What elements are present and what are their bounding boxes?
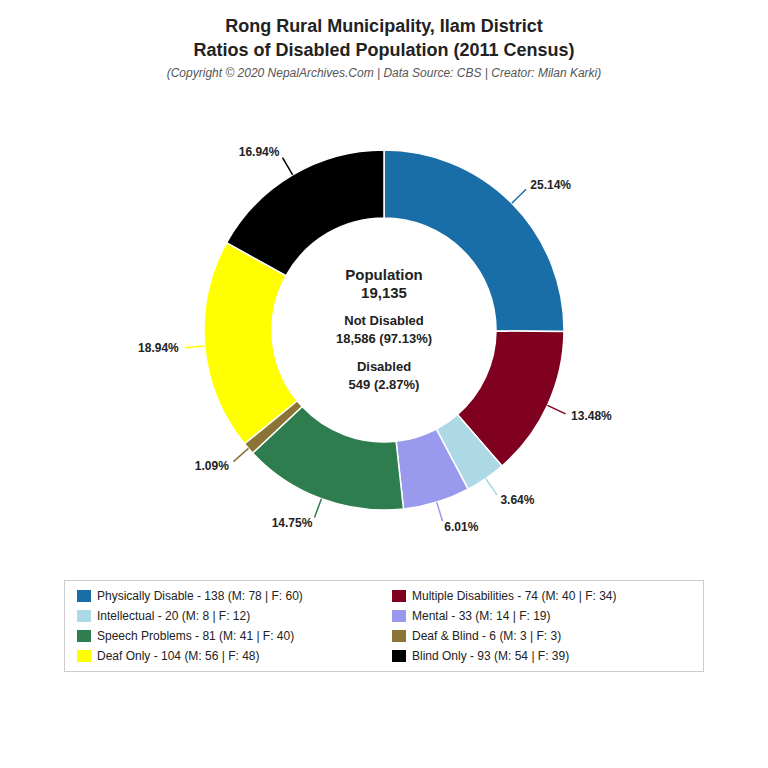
svg-text:13.48%: 13.48% bbox=[571, 409, 612, 423]
html-text:18,586 (97.13%): 18,586 (97.13%) bbox=[335, 331, 433, 346]
svg-text:16.94%: 16.94% bbox=[239, 145, 280, 159]
svg-text:18.94%: 18.94% bbox=[138, 341, 179, 355]
svg-text:25.14%: 25.14% bbox=[530, 178, 571, 192]
html-text:Mental - 33 (M: 14 | F: 19): Mental - 33 (M: 14 | F: 19) bbox=[412, 609, 551, 623]
svg-text:3.64%: 3.64% bbox=[500, 493, 534, 507]
html-text:19,135: 19,135 bbox=[361, 284, 407, 301]
html-text:Intellectual - 20 (M: 8 | F: 1: Intellectual - 20 (M: 8 | F: 12) bbox=[97, 609, 251, 623]
svg-text:6.01%: 6.01% bbox=[444, 520, 478, 534]
html-text:Multiple Disabilities - 74 (M:: Multiple Disabilities - 74 (M: 40 | F: 3… bbox=[412, 589, 617, 603]
svg-text:1.09%: 1.09% bbox=[195, 459, 229, 473]
html-text:Deaf & Blind - 6 (M: 3 | F: 3): Deaf & Blind - 6 (M: 3 | F: 3) bbox=[412, 629, 562, 643]
html-text:Physically Disable - 138 (M: 7: Physically Disable - 138 (M: 78 | F: 60) bbox=[97, 589, 303, 603]
html-text:549 (2.87%): 549 (2.87%) bbox=[348, 377, 420, 392]
html-text:Not Disabled: Not Disabled bbox=[344, 313, 424, 328]
html-text:Ratios of Disabled Population: Ratios of Disabled Population (2011 Cens… bbox=[193, 40, 575, 60]
html-text:Deaf Only - 104 (M: 56 | F: 48: Deaf Only - 104 (M: 56 | F: 48) bbox=[97, 649, 260, 663]
html-text:Rong Rural Municipality, Ilam: Rong Rural Municipality, Ilam District bbox=[225, 16, 543, 36]
html-text:Blind Only - 93 (M: 54 | F: 39: Blind Only - 93 (M: 54 | F: 39) bbox=[412, 649, 570, 663]
html-text:Population: Population bbox=[345, 266, 423, 283]
html-text:Disabled: Disabled bbox=[356, 359, 412, 374]
svg-text:14.75%: 14.75% bbox=[272, 516, 313, 530]
html-text:Speech Problems - 81 (M: 41 |: Speech Problems - 81 (M: 41 | F: 40) bbox=[97, 629, 295, 643]
html-text:(Copyright © 2020 NepalArchive: (Copyright © 2020 NepalArchives.Com | Da… bbox=[166, 66, 602, 80]
